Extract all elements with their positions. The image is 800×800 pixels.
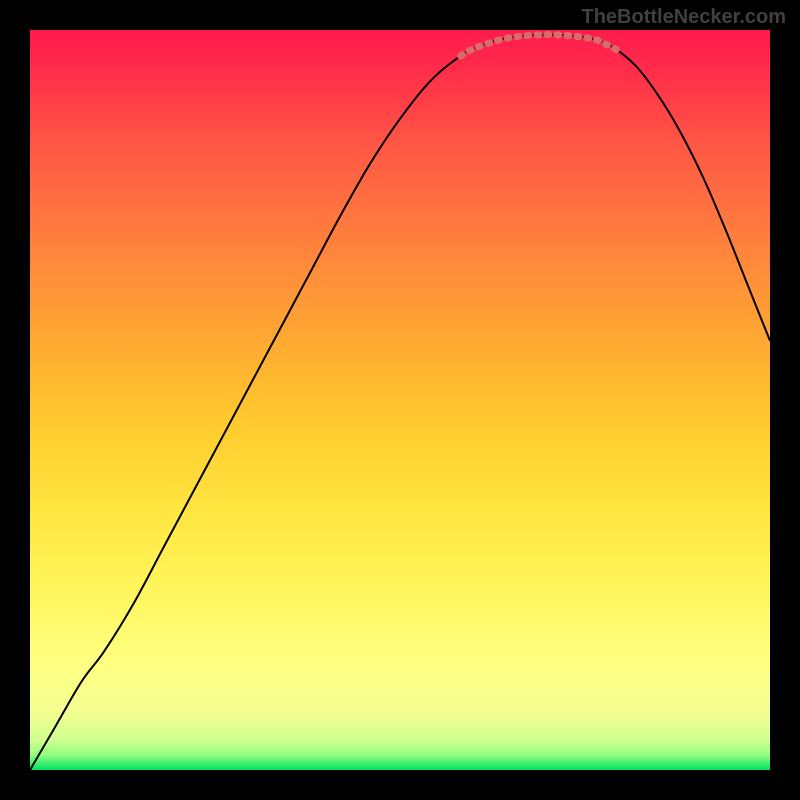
chart-curves: [30, 30, 770, 770]
main-curve: [30, 35, 770, 770]
watermark-text: TheBottleNecker.com: [581, 6, 786, 29]
chart-container: [30, 30, 770, 770]
